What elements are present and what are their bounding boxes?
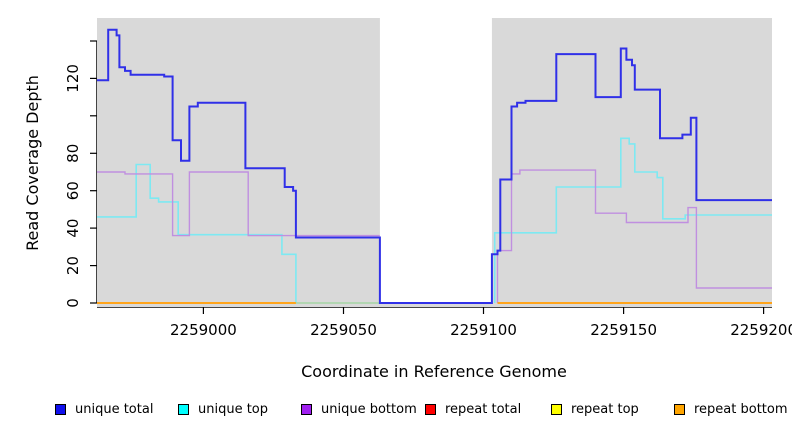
legend-item-repeat-top: repeat top	[551, 399, 639, 419]
series-line-unique-top	[493, 137, 772, 303]
y-tick-label: 0	[64, 298, 82, 308]
y-axis-label: Read Coverage Depth	[23, 75, 42, 251]
x-tick-label: 2259050	[310, 321, 377, 339]
axes	[96, 41, 772, 308]
y-tick-label: 60	[64, 181, 82, 200]
series-line-unique-bottom	[496, 169, 772, 303]
series-line-unique-top	[97, 163, 297, 303]
legend-label: repeat top	[571, 401, 639, 417]
legend-swatch-icon	[301, 403, 312, 415]
legend-swatch-icon	[55, 403, 66, 415]
legend-label: unique bottom	[321, 401, 417, 417]
legend-label: unique top	[198, 401, 269, 417]
legend-item-repeat-total: repeat total	[425, 399, 521, 419]
legend-item-unique-top: unique top	[178, 399, 268, 419]
x-tick-label: 2259100	[450, 321, 517, 339]
series-line-unique-total	[97, 28, 772, 304]
legend-item-unique-total: unique total	[55, 399, 153, 419]
legend-item-repeat-bottom: repeat bottom	[674, 399, 788, 419]
legend-label: unique total	[75, 401, 154, 417]
y-tick-label: 80	[64, 144, 82, 163]
legend-item-unique-bottom: unique bottom	[301, 399, 417, 419]
series-line-unique-bottom	[97, 171, 380, 237]
y-tick-label: 120	[64, 64, 82, 93]
y-tick-label: 40	[64, 219, 82, 238]
x-tick-label: 2259150	[590, 321, 657, 339]
legend-swatch-icon	[551, 403, 562, 415]
series-under-layer	[97, 137, 772, 304]
legend-label: repeat total	[445, 401, 522, 417]
legend-swatch-icon	[178, 403, 189, 415]
legend-swatch-icon	[674, 403, 685, 415]
y-tick-label: 20	[64, 256, 82, 275]
series-over-layer	[97, 28, 772, 304]
x-axis-label: Coordinate in Reference Genome	[301, 362, 567, 381]
x-tick-label: 2259000	[170, 321, 237, 339]
no-data-gap	[379, 18, 492, 302]
coverage-plot: 2259000 2259050 2259100 2259150 2259200 0 20 4…	[23, 18, 792, 381]
x-axis-ticks: 2259000 2259050 2259100 2259150 2259200	[170, 307, 792, 339]
legend: unique total unique top unique bottom repea…	[0, 399, 792, 425]
legend-swatch-icon	[425, 403, 436, 415]
y-axis-ticks: 0 20 40 60 80 120	[64, 40, 97, 308]
legend-label: repeat bottom	[694, 401, 788, 417]
x-tick-label: 2259200	[730, 321, 792, 339]
